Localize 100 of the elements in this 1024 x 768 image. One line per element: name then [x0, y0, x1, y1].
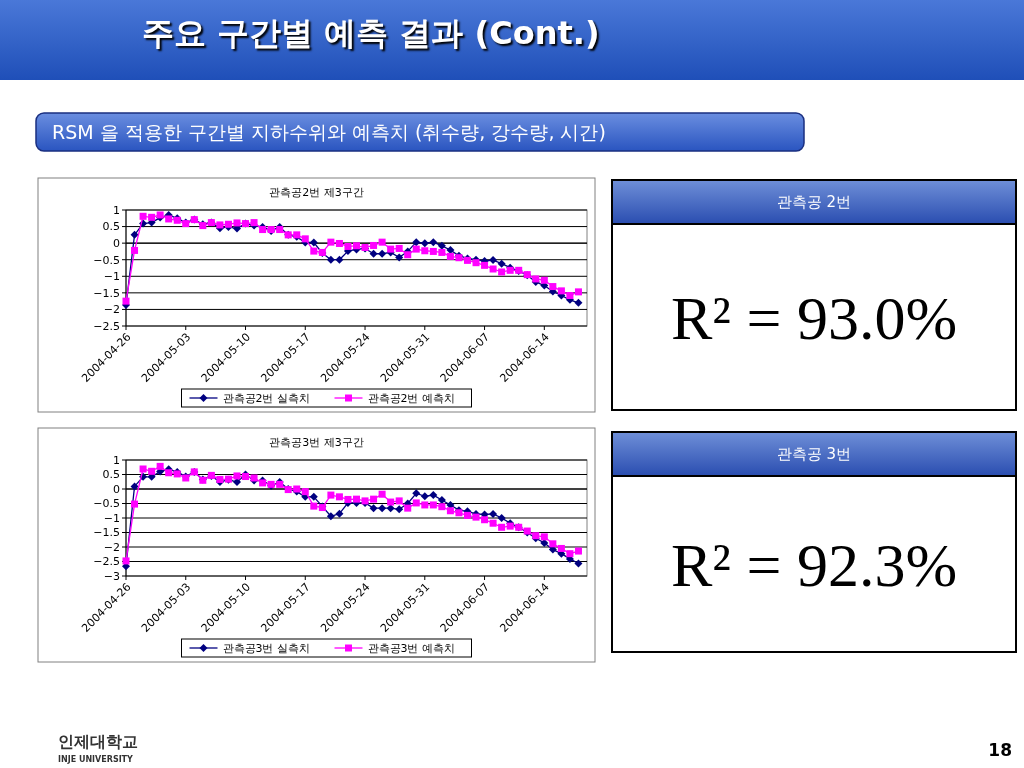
legend-label: 관측공2번 예측치 [367, 391, 455, 405]
point [421, 501, 429, 509]
y-tick-label: −2.5 [93, 555, 120, 569]
text: R² = 93.0% [670, 283, 958, 352]
point [233, 472, 241, 480]
point [412, 499, 420, 507]
point [301, 235, 309, 243]
point [139, 212, 147, 220]
y-tick-label: −1 [103, 511, 120, 525]
point [395, 497, 403, 505]
point [566, 292, 574, 300]
point [489, 256, 498, 265]
point [326, 512, 335, 521]
point [549, 540, 557, 548]
text: 관측공 2번 [776, 193, 852, 212]
point [327, 491, 335, 499]
y-tick-label: 0.5 [102, 220, 120, 234]
point [574, 298, 583, 307]
point [437, 241, 446, 250]
chart-title: 관측공3번 제3구간 [269, 436, 364, 449]
point [574, 559, 583, 568]
point [131, 246, 139, 254]
point [481, 516, 489, 524]
point [335, 255, 344, 264]
point [378, 238, 386, 246]
y-tick-label: 1 [113, 203, 120, 217]
point [395, 505, 404, 514]
point [156, 462, 164, 470]
point [148, 213, 156, 221]
y-tick-label: −2.5 [93, 319, 120, 333]
point [309, 238, 318, 247]
point [335, 493, 343, 501]
y-tick-label: −3 [103, 569, 120, 583]
point [216, 475, 224, 483]
point [370, 241, 378, 249]
point [335, 239, 343, 247]
point [301, 488, 309, 496]
point [566, 550, 574, 558]
point [276, 226, 284, 234]
point [574, 547, 582, 555]
point [472, 259, 480, 267]
y-tick-label: −1.5 [93, 286, 120, 300]
y-tick-label: 1 [113, 453, 120, 467]
point [335, 509, 344, 518]
legend-label: 관측공3번 실측치 [222, 641, 310, 655]
point [327, 238, 335, 246]
point [421, 247, 429, 255]
point [420, 492, 429, 501]
point [557, 544, 565, 552]
point [130, 482, 139, 491]
point [353, 242, 360, 250]
point [481, 261, 489, 269]
point [378, 249, 387, 258]
point [446, 507, 454, 515]
point [370, 495, 378, 503]
point [446, 252, 454, 260]
point [498, 523, 506, 531]
point [378, 504, 387, 513]
point [369, 249, 378, 258]
point [395, 253, 404, 262]
text: 인제대학교 [58, 732, 138, 751]
point [557, 287, 565, 295]
point [122, 557, 130, 565]
text: R² = 92.3% [670, 530, 958, 599]
point [412, 245, 420, 253]
point [310, 502, 318, 510]
y-tick-label: −1.5 [93, 526, 120, 540]
chart-title: 관측공2번 제3구간 [269, 186, 364, 199]
point [387, 498, 395, 506]
point [131, 500, 139, 508]
point [139, 465, 147, 473]
point [309, 492, 318, 501]
point [353, 495, 360, 503]
point [472, 513, 480, 521]
y-tick-label: −2 [103, 303, 120, 317]
point [412, 489, 421, 498]
point [540, 276, 548, 284]
point [326, 255, 335, 264]
point [233, 219, 241, 227]
point [148, 467, 156, 475]
point [387, 245, 395, 253]
point [437, 496, 446, 505]
point [489, 519, 497, 527]
text: RSM 을 적용한 구간별 지하수위와 예측치 (취수량, 강수량, 시간) [52, 120, 606, 143]
point [540, 533, 548, 541]
point [429, 491, 438, 500]
y-tick-label: 0 [113, 482, 120, 496]
text: 주요 구간별 예측 결과 (Cont.) [142, 14, 600, 52]
point [344, 242, 352, 250]
point [122, 297, 130, 305]
y-tick-label: −2 [103, 540, 120, 554]
y-tick-label: 0 [113, 236, 120, 250]
point [438, 503, 446, 511]
point [489, 509, 498, 518]
point [497, 259, 506, 268]
point [259, 226, 267, 234]
y-tick-label: 0.5 [102, 468, 120, 482]
legend-label: 관측공3번 예측치 [367, 641, 455, 655]
y-tick-label: −0.5 [93, 497, 120, 511]
point [165, 215, 173, 223]
